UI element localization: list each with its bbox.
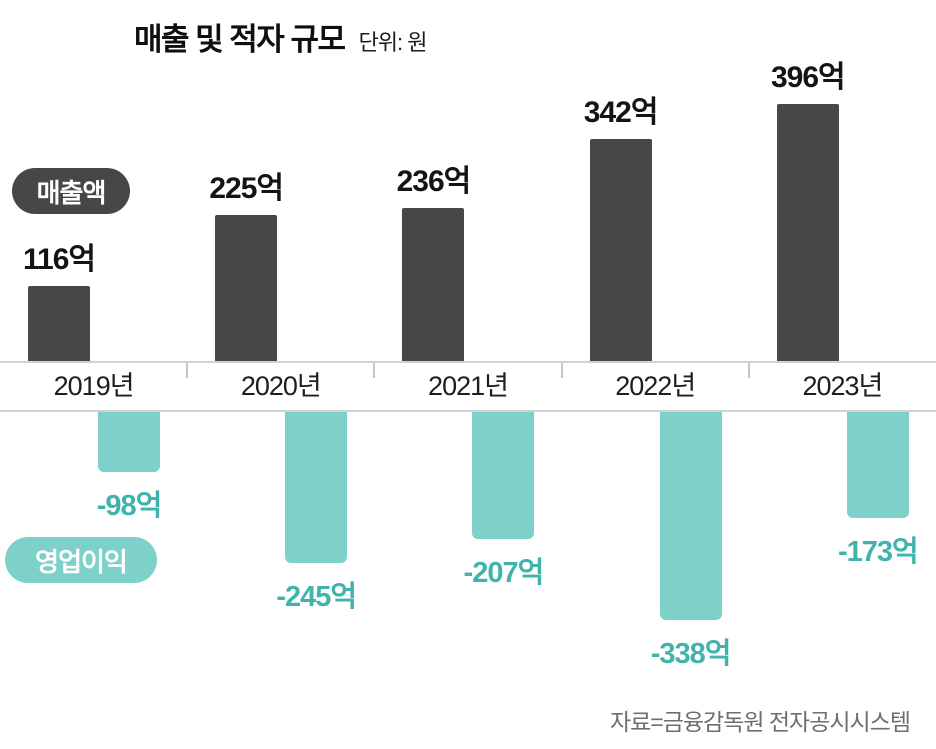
chart-column: -245억: [187, 412, 374, 707]
profit-legend-pill: 영업이익: [5, 537, 157, 583]
profit-bar: [472, 412, 535, 539]
profit-bar: [659, 412, 722, 620]
source-text: 자료=금융감독원 전자공시시스템: [609, 709, 911, 735]
revenue-bar: [28, 286, 90, 361]
revenue-legend-pill: 매출액: [12, 168, 130, 214]
year-label: 2021년: [373, 363, 561, 410]
chart-column: 116억: [0, 46, 187, 361]
revenue-value-label: 342억: [583, 96, 659, 129]
revenue-bar: [402, 208, 465, 361]
chart-column: -173억: [749, 412, 936, 707]
profit-value-label: -245억: [276, 581, 357, 613]
chart-column: 396억: [749, 46, 936, 361]
revenue-value-label: 396억: [770, 61, 846, 94]
revenue-chart-area: 116억 225억 236억 342억 396억: [0, 46, 936, 361]
revenue-value-label: 225억: [209, 172, 284, 205]
revenue-value-label: 236억: [396, 165, 472, 198]
year-label: 2020년: [186, 363, 374, 410]
page-title: 매출 및 적자 규모: [134, 22, 346, 57]
revenue-bar: [776, 104, 839, 361]
profit-value-label: -173억: [837, 536, 919, 568]
chart-column: -207억: [374, 412, 561, 707]
year-label: 2019년: [53, 371, 135, 401]
profit-value-label: -338억: [650, 638, 732, 670]
revenue-value-label: 116억: [23, 243, 96, 276]
chart-column: 225억: [187, 46, 374, 361]
year-axis: 2019년 2020년 2021년 2022년 2023년: [0, 361, 936, 412]
profit-value-label: -98억: [96, 490, 163, 522]
chart-column: -98억: [0, 412, 187, 707]
profit-value-label: -207억: [463, 557, 545, 589]
profit-bar: [846, 412, 909, 518]
profit-bar: [98, 412, 160, 472]
year-label: 2023년: [747, 363, 936, 410]
chart-header: 매출 및 적자 규모 단위: 원: [0, 0, 936, 57]
profit-bar: [285, 412, 348, 563]
chart-column: 342억: [562, 46, 749, 361]
revenue-bar: [215, 215, 278, 361]
year-label: 2022년: [560, 363, 749, 410]
unit-label: 단위: 원: [358, 30, 427, 55]
revenue-bar: [589, 139, 652, 361]
chart-column: 236억: [374, 46, 561, 361]
chart-column: -338억: [562, 412, 749, 707]
profit-chart-area: -98억 -245억 -207억 -338억 -173억: [0, 412, 936, 707]
